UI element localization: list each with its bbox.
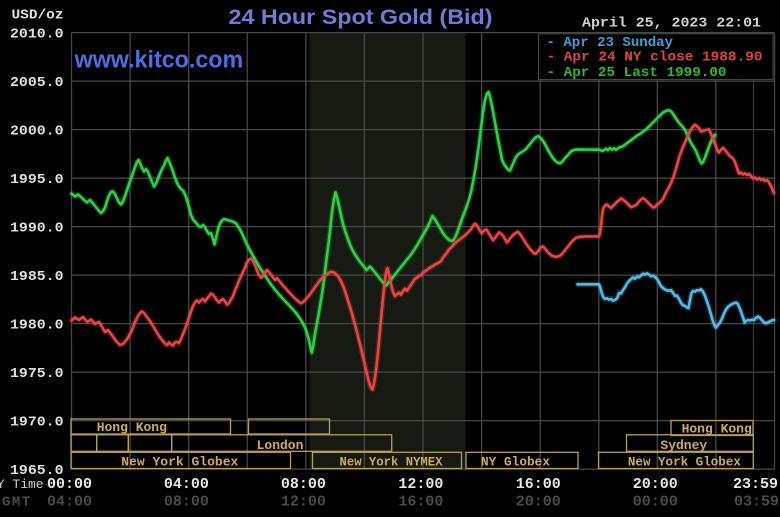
svg-text:2005.0: 2005.0 bbox=[10, 75, 64, 91]
svg-text:New York NYMEX: New York NYMEX bbox=[340, 454, 443, 469]
svg-text:April 25, 2023 22:01: April 25, 2023 22:01 bbox=[582, 16, 761, 32]
svg-text:1995.0: 1995.0 bbox=[10, 172, 64, 188]
svg-text:2010.0: 2010.0 bbox=[10, 26, 64, 42]
svg-text:20:00: 20:00 bbox=[633, 476, 678, 493]
svg-text:1965.0: 1965.0 bbox=[10, 463, 64, 479]
svg-text:24 Hour Spot Gold (Bid): 24 Hour Spot Gold (Bid) bbox=[229, 6, 493, 29]
svg-text:03:59: 03:59 bbox=[734, 494, 779, 511]
svg-text:USD/oz: USD/oz bbox=[12, 8, 64, 24]
svg-text:GMT: GMT bbox=[2, 495, 32, 511]
svg-text:2000.0: 2000.0 bbox=[10, 123, 64, 139]
svg-text:Sydney: Sydney bbox=[660, 438, 707, 453]
svg-text:NY Globex: NY Globex bbox=[481, 454, 550, 469]
svg-text:12:00: 12:00 bbox=[281, 494, 326, 511]
svg-text:00:00: 00:00 bbox=[47, 476, 92, 493]
svg-text:08:00: 08:00 bbox=[281, 476, 326, 493]
svg-text:1975.0: 1975.0 bbox=[10, 366, 64, 382]
svg-text:12:00: 12:00 bbox=[398, 476, 443, 493]
svg-text:- Apr 23 Sunday: - Apr 23 Sunday bbox=[547, 35, 674, 51]
svg-text:New York Globex: New York Globex bbox=[121, 454, 238, 469]
svg-text:23:59: 23:59 bbox=[733, 476, 778, 493]
svg-text:www.kitco.com: www.kitco.com bbox=[74, 46, 244, 73]
svg-text:1980.0: 1980.0 bbox=[10, 317, 64, 333]
svg-text:Hong Kong: Hong Kong bbox=[682, 422, 752, 437]
svg-text:08:00: 08:00 bbox=[164, 494, 209, 511]
svg-text:16:00: 16:00 bbox=[516, 476, 561, 493]
svg-text:London: London bbox=[257, 438, 304, 453]
svg-text:00:00: 00:00 bbox=[633, 494, 678, 511]
svg-text:New York Globex: New York Globex bbox=[628, 454, 741, 469]
svg-text:16:00: 16:00 bbox=[398, 494, 443, 511]
svg-text:20:00: 20:00 bbox=[516, 494, 561, 511]
svg-text:1970.0: 1970.0 bbox=[10, 414, 64, 430]
svg-text:Hong Kong: Hong Kong bbox=[97, 420, 167, 435]
svg-text:04:00: 04:00 bbox=[47, 494, 92, 511]
svg-text:- Apr 24 NY close 1988.90: - Apr 24 NY close 1988.90 bbox=[547, 49, 763, 65]
svg-text:NY Time: NY Time bbox=[0, 477, 44, 492]
svg-text:1985.0: 1985.0 bbox=[10, 269, 64, 285]
svg-text:- Apr 25 Last 1999.00: - Apr 25 Last 1999.00 bbox=[547, 65, 727, 81]
svg-text:1990.0: 1990.0 bbox=[10, 220, 64, 236]
svg-text:04:00: 04:00 bbox=[164, 476, 209, 493]
